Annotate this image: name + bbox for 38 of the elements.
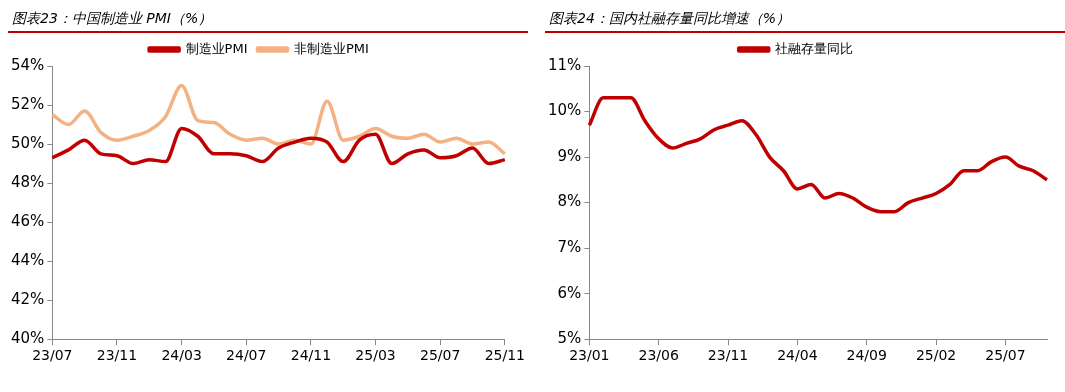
- chart-title: 图表23：中国制造业 PMI（%）: [8, 8, 528, 33]
- y-tick-label: 46%: [11, 212, 45, 230]
- y-tick-label: 7%: [557, 238, 582, 257]
- x-tick-label: 25/02: [915, 347, 957, 364]
- y-tick-label: 40%: [11, 329, 45, 348]
- x-tick-label: 23/01: [569, 347, 610, 364]
- chart-title: 图表24：国内社融存量同比增速（%）: [545, 8, 1065, 33]
- x-tick-label: 25/07: [420, 347, 461, 364]
- line-series: [50, 83, 507, 156]
- y-tick-label: 42%: [11, 290, 45, 309]
- line-series: [587, 96, 1049, 214]
- x-tick-label: 24/07: [226, 347, 267, 364]
- x-tick-label: 24/04: [777, 347, 818, 364]
- x-tick-label: 23/11: [96, 347, 138, 364]
- y-tick-label: 50%: [11, 133, 45, 152]
- y-tick-label: 6%: [557, 283, 582, 302]
- x-tick-label: 25/11: [484, 347, 526, 364]
- y-tick-label: 5%: [557, 329, 582, 348]
- x-tick-label: 25/03: [355, 347, 396, 364]
- x-tick-label: 24/11: [290, 347, 332, 364]
- y-tick-label: 10%: [548, 101, 582, 120]
- y-tick-label: 48%: [11, 172, 45, 191]
- legend-label: 制造业PMI: [185, 40, 248, 56]
- x-tick-label: 25/07: [985, 347, 1026, 364]
- y-tick-label: 52%: [11, 94, 45, 113]
- x-tick-label: 23/06: [638, 347, 679, 364]
- x-tick-label: 23/07: [32, 347, 73, 364]
- x-tick-label: 23/11: [707, 347, 749, 364]
- y-tick-label: 9%: [557, 146, 582, 165]
- legend-label: 社融存量同比: [775, 40, 854, 56]
- line-series: [50, 126, 507, 166]
- y-tick-label: 44%: [11, 251, 45, 270]
- legend-label: 非制造业PMI: [294, 40, 369, 56]
- y-tick-label: 54%: [11, 55, 45, 74]
- y-tick-label: 8%: [557, 192, 582, 211]
- y-tick-label: 11%: [548, 55, 582, 74]
- x-tick-label: 24/09: [846, 347, 887, 364]
- x-tick-label: 24/03: [161, 347, 202, 364]
